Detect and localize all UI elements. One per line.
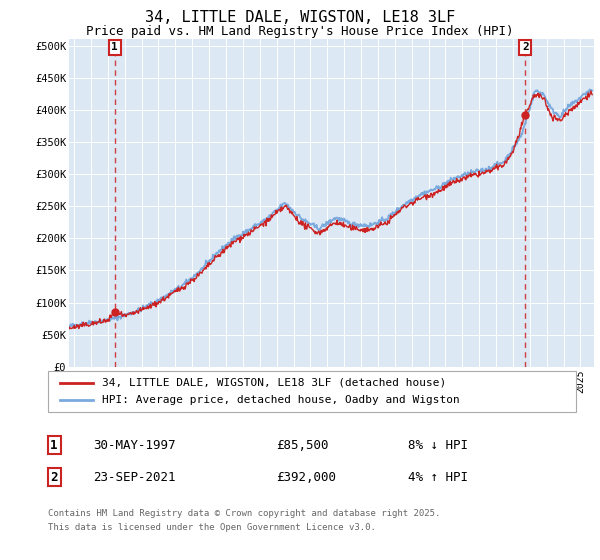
Text: £392,000: £392,000 — [276, 470, 336, 484]
Text: This data is licensed under the Open Government Licence v3.0.: This data is licensed under the Open Gov… — [48, 523, 376, 532]
Text: Contains HM Land Registry data © Crown copyright and database right 2025.: Contains HM Land Registry data © Crown c… — [48, 509, 440, 518]
Text: 34, LITTLE DALE, WIGSTON, LE18 3LF: 34, LITTLE DALE, WIGSTON, LE18 3LF — [145, 11, 455, 25]
Text: 4% ↑ HPI: 4% ↑ HPI — [408, 470, 468, 484]
Text: 1: 1 — [50, 438, 58, 452]
Text: 1: 1 — [112, 43, 118, 53]
Text: Price paid vs. HM Land Registry's House Price Index (HPI): Price paid vs. HM Land Registry's House … — [86, 25, 514, 39]
Text: 23-SEP-2021: 23-SEP-2021 — [93, 470, 176, 484]
Text: 2: 2 — [522, 43, 529, 53]
Text: 30-MAY-1997: 30-MAY-1997 — [93, 438, 176, 452]
Text: 8% ↓ HPI: 8% ↓ HPI — [408, 438, 468, 452]
Text: HPI: Average price, detached house, Oadby and Wigston: HPI: Average price, detached house, Oadb… — [102, 395, 460, 405]
Text: 34, LITTLE DALE, WIGSTON, LE18 3LF (detached house): 34, LITTLE DALE, WIGSTON, LE18 3LF (deta… — [102, 377, 446, 388]
Text: 2: 2 — [50, 470, 58, 484]
Text: £85,500: £85,500 — [276, 438, 329, 452]
